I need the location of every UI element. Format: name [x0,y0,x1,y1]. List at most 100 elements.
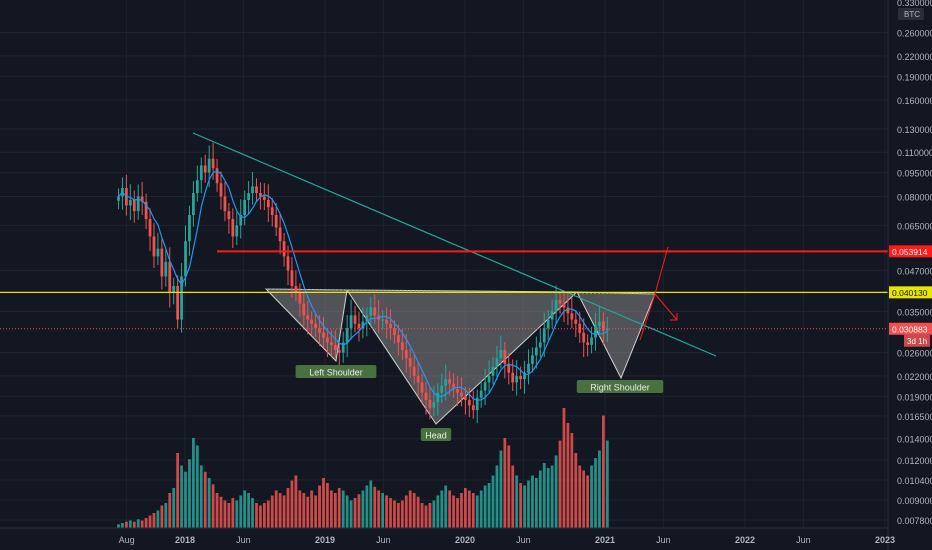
candle-body [566,307,570,314]
candle-body [570,313,574,320]
volume-bar [538,470,542,528]
volume-bar [286,488,290,528]
candle-body [460,392,463,397]
candle-body [452,383,455,390]
volume-bar [602,415,605,528]
volume-bar [148,515,152,528]
volume-bar [503,438,507,528]
candle-body [195,180,199,194]
candle-body [511,372,515,383]
candle-body [361,321,365,329]
volume-bar [377,490,381,528]
candle-body [519,375,522,380]
volume-bar [546,468,550,528]
volume-bar [333,493,337,528]
volume-bars [117,408,609,528]
volume-bar [274,490,278,528]
volume-bar [329,490,333,528]
volume-bar [456,498,459,528]
candle-body [164,261,168,277]
volume-bar [128,520,132,528]
candle-body [448,379,452,384]
candle-body [168,261,172,293]
volume-bar [278,493,282,528]
volume-bar [168,493,172,528]
y-tick-label: 0.012000 [897,456,932,466]
volume-bar [125,521,128,528]
candle-body [223,196,227,212]
candle-body [400,342,404,351]
x-tick-label: 2022 [735,535,755,545]
volume-bar [479,490,483,528]
volume-bar [598,450,601,528]
candle-body [318,328,321,333]
x-tick-label: Jun [516,535,531,545]
volume-bar [436,495,440,528]
volume-bar [160,505,164,528]
x-tick-label: 2021 [595,535,615,545]
volume-bar [404,495,408,528]
volume-bar [558,440,562,528]
candle-body [562,303,566,308]
volume-bar [195,445,199,528]
volume-bar [211,484,215,528]
candle-body [227,211,231,220]
candle-body [314,323,317,329]
y-axis[interactable]: 0.260000 0.220000 0.190000 0.160000 0.130000… [887,0,932,550]
candle-body [329,342,333,345]
candle-body [298,292,302,304]
volume-bar [117,524,120,528]
candle-body [546,319,550,329]
volume-bar [397,503,400,528]
volume-bar [247,493,250,528]
volume-bar [586,475,590,528]
volume-bar [531,475,534,528]
y-tick-label: 0.220000 [897,52,932,62]
x-tick-label: Jun [236,535,251,545]
candle-body [211,158,215,169]
volume-bar [464,488,467,528]
volume-bar [121,523,124,528]
candle-body [582,332,586,343]
volume-bar [570,433,574,528]
volume-bar [491,475,495,528]
candle-body [156,248,160,257]
volume-bar [223,500,227,528]
candle-body [255,186,258,194]
candle-body [333,344,337,351]
volume-bar [259,505,262,528]
countdown-label: 3d 1h [907,337,927,346]
price-level-badge [889,322,932,335]
candle-body [503,350,507,364]
currency-label: BTC [904,10,920,19]
volume-bar [495,465,499,528]
volume-bar [393,500,396,528]
candle-body [397,335,400,343]
volume-bar [314,495,317,528]
price-level-label: 0.040130 [892,288,928,298]
candle-body [586,342,590,345]
volume-bar [487,483,491,528]
candle-body [180,276,183,320]
candle-body [590,337,593,345]
candle-body [558,299,562,304]
candle-body [345,328,349,343]
drawing-overlays: Left Shoulder Head Right Shoulder [0,132,888,441]
volume-bar [511,465,515,528]
pattern-label: Head [425,431,447,441]
volume-bar [172,488,176,528]
x-axis[interactable]: Aug 2018 Jun 2019 Jun 2020 Jun 2021 Jun 2022 Jun 20… [0,527,895,545]
candle-body [491,366,495,376]
x-tick-label: Jun [376,535,391,545]
candle-body [416,375,420,383]
pattern-label-bg [420,428,452,441]
projection-arrow-down [654,293,678,321]
candlesticks [117,142,609,424]
candle-body [148,219,152,237]
grid [0,0,888,528]
volume-bar [550,465,554,528]
y-tick-label: 0.007800 [897,516,932,526]
candle-body [239,215,243,226]
